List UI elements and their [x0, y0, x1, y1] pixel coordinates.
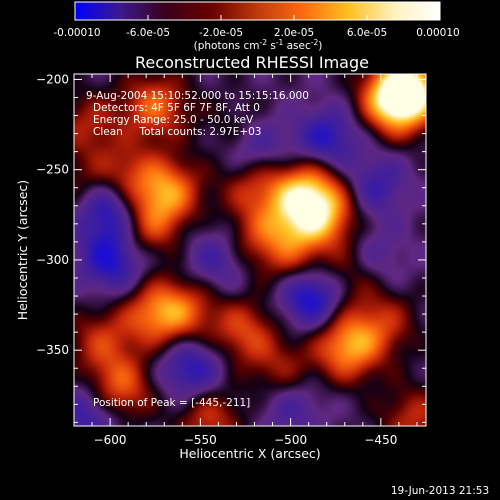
info-time-range: 9-Aug-2004 15:10:52.000 to 15:15:16.000 [86, 90, 309, 102]
colorbar-tick-label: 6.0e-05 [347, 27, 387, 39]
x-tick-label: −500 [274, 433, 307, 447]
chart-title: Reconstructed RHESSI Image [135, 53, 369, 72]
x-tick-label: −600 [94, 433, 127, 447]
colorbar-tick-label: -6.0e-05 [126, 27, 170, 39]
colorbar-unit-label: (photons cm-2 s-1 asec-2) [194, 38, 323, 52]
info-energy-range: Energy Range: 25.0 - 50.0 keV [93, 114, 254, 126]
colorbar-tick-label: 2.0e-05 [274, 27, 314, 39]
y-axis-label: Heliocentric Y (arcsec) [15, 180, 30, 320]
colorbar-tick-label: -2.0e-05 [199, 27, 243, 39]
y-tick-label: −350 [36, 343, 69, 357]
y-tick-label: −200 [36, 72, 69, 86]
colorbar-tick-label: 0.00010 [416, 27, 459, 39]
info-clean-counts: Clean Total counts: 2.97E+03 [93, 126, 262, 138]
colorbar-gradient [74, 1, 441, 21]
x-tick-label: −550 [184, 433, 217, 447]
x-tick-label: −450 [364, 433, 397, 447]
plot-frame [73, 73, 427, 427]
colorbar-tick-label: -0.00010 [53, 27, 100, 39]
colorbar: -0.00010 -6.0e-05 -2.0e-05 2.0e-05 6.0e-05 0.… [53, 1, 460, 52]
axis-ticks: −600 −550 −500 −450 −200 −250 −300 −350 [36, 72, 426, 447]
x-axis-label: Heliocentric X (arcsec) [179, 446, 320, 461]
y-tick-label: −300 [36, 253, 69, 267]
info-detectors: Detectors: 4F 5F 6F 7F 8F, Att 0 [93, 102, 260, 114]
observation-info: 9-Aug-2004 15:10:52.000 to 15:15:16.000 … [86, 90, 309, 409]
footer-timestamp: 19-Jun-2013 21:53 [391, 485, 489, 497]
peak-position-label: Position of Peak = [-445,-211] [93, 397, 250, 409]
colorbar-ticks: -0.00010 -6.0e-05 -2.0e-05 2.0e-05 6.0e-05 0.… [53, 15, 460, 39]
y-tick-label: −250 [36, 163, 69, 177]
